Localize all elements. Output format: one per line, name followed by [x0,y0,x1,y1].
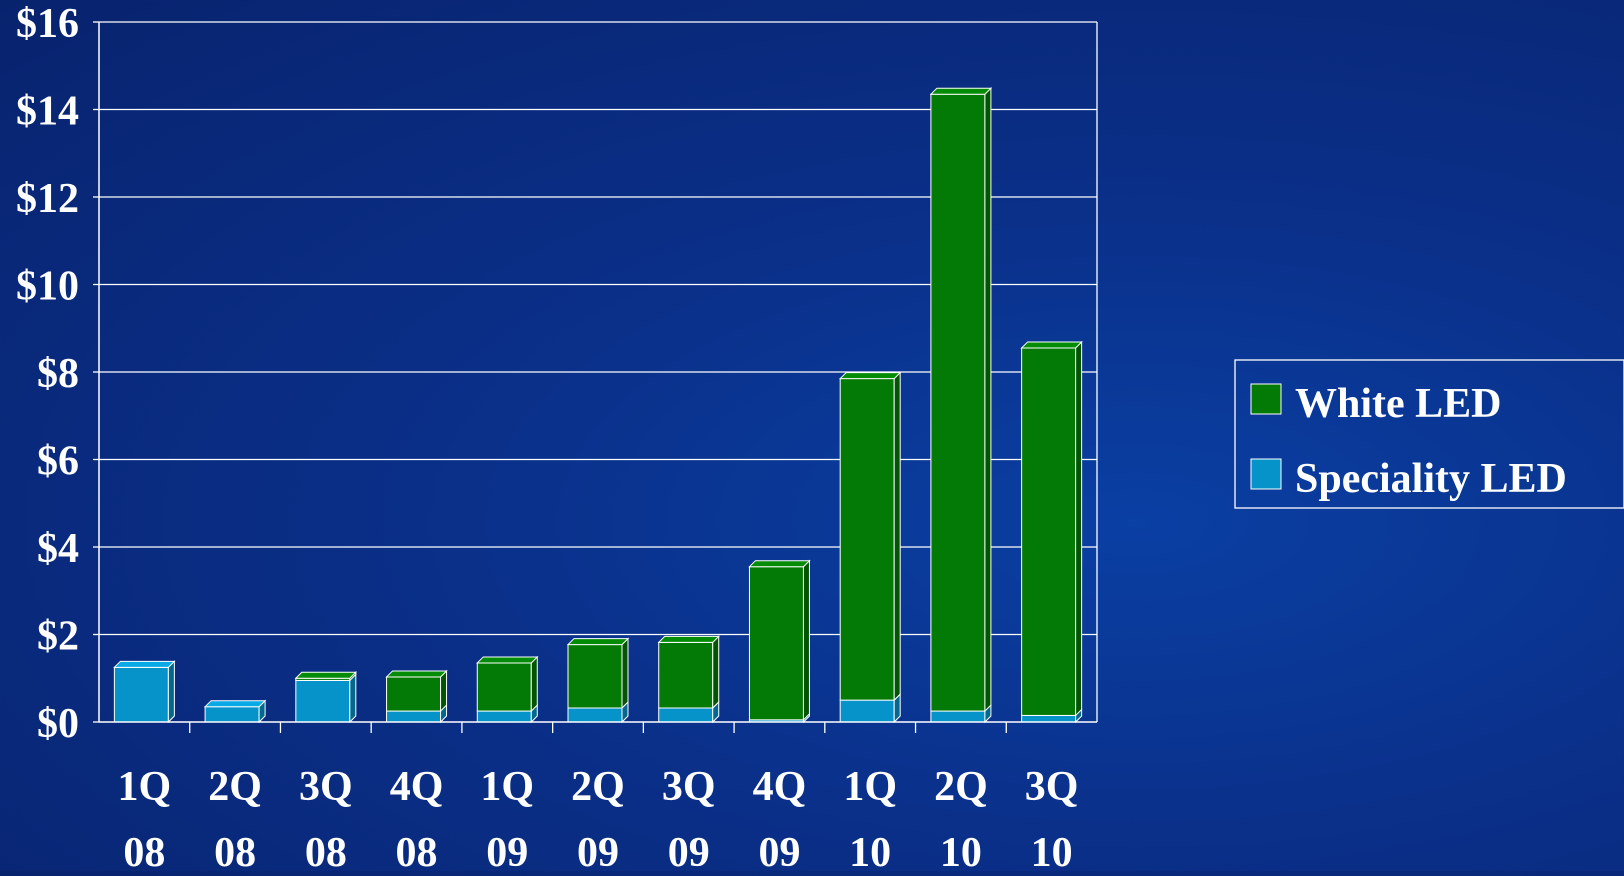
y-tick-label: $8 [37,351,79,397]
y-tick-label: $10 [16,264,79,310]
x-tick-label: 08 [123,830,165,871]
bar-segment-white-led [1022,348,1076,716]
x-tick-label: 09 [758,830,800,871]
x-tick-label: 3Q [1025,764,1079,810]
x-tick-label: 10 [1031,830,1073,871]
y-tick-label: $2 [37,614,79,660]
bar-top-white-led [477,657,537,663]
y-tick-label: $4 [37,526,79,572]
x-tick-label: 2Q [208,764,262,810]
x-tick-label: 1Q [843,764,897,810]
bar-top-white-led [840,373,900,379]
x-tick-label: 10 [940,830,982,871]
y-tick-label: $14 [16,89,79,135]
bar-side-speciality-led [350,674,356,722]
bar-top-white-led [931,88,991,94]
bar-side-white-led [713,636,719,708]
bar-side-white-led [441,671,447,711]
legend: White LED Speciality LED [1235,360,1624,508]
bar-segment-white-led [931,94,985,711]
legend-swatch-speciality-led [1251,459,1281,489]
x-tick-label: 10 [849,830,891,871]
bar-segment-speciality-led [477,711,531,722]
y-tick-label: $16 [16,1,79,47]
bar-side-white-led [894,373,900,701]
bar-segment-white-led [568,645,622,708]
x-tick-label: 2Q [934,764,988,810]
x-tick-label: 08 [396,830,438,871]
bar-top-speciality-led [205,701,265,707]
y-tick-label: $12 [16,176,79,222]
bar-segment-speciality-led [931,711,985,722]
bar-segment-white-led [387,677,441,711]
x-tick-label: 3Q [662,764,716,810]
bar-top-white-led [1022,342,1082,348]
x-tick-label: 3Q [299,764,353,810]
bar-side-white-led [1076,342,1082,716]
bar-side-speciality-led [168,661,174,722]
legend-label-speciality-led: Speciality LED [1295,456,1567,502]
bar-segment-speciality-led [659,708,713,722]
bar-segment-speciality-led [840,700,894,722]
bar-segment-speciality-led [1022,715,1076,722]
bar-side-white-led [531,657,537,711]
bar-segment-speciality-led [387,711,441,722]
bar-segment-white-led [477,663,531,711]
y-tick-label: $6 [37,439,79,485]
bar-side-white-led [803,561,809,720]
bar-segment-white-led [659,642,713,708]
x-tick-label: 08 [305,830,347,871]
bar-top-white-led [749,561,809,567]
bar-segment-white-led [749,567,803,720]
bar-side-white-led [622,639,628,708]
x-tick-label: 09 [668,830,710,871]
x-tick-label: 1Q [480,764,534,810]
x-tick-label: 4Q [390,764,444,810]
bar-segment-speciality-led [296,680,350,722]
bar-top-white-led [387,671,447,677]
bar-segment-speciality-led [568,708,622,722]
x-tick-label: 08 [214,830,256,871]
bar-top-white-led [296,672,356,678]
bar-top-speciality-led [114,661,174,667]
x-tick-label: 09 [486,830,528,871]
x-tick-label: 4Q [753,764,807,810]
x-tick-label: 09 [577,830,619,871]
bar-segment-white-led [840,379,894,701]
y-tick-label: $0 [37,701,79,747]
bar-segment-speciality-led [114,667,168,722]
bars [114,88,1081,722]
x-tick-label: 2Q [571,764,625,810]
bar-top-white-led [568,639,628,645]
legend-label-white-led: White LED [1295,381,1502,427]
bar-top-white-led [659,636,719,642]
bar-segment-speciality-led [205,707,259,722]
bar-side-white-led [985,88,991,711]
legend-swatch-white-led [1251,384,1281,414]
x-tick-label: 1Q [118,764,172,810]
